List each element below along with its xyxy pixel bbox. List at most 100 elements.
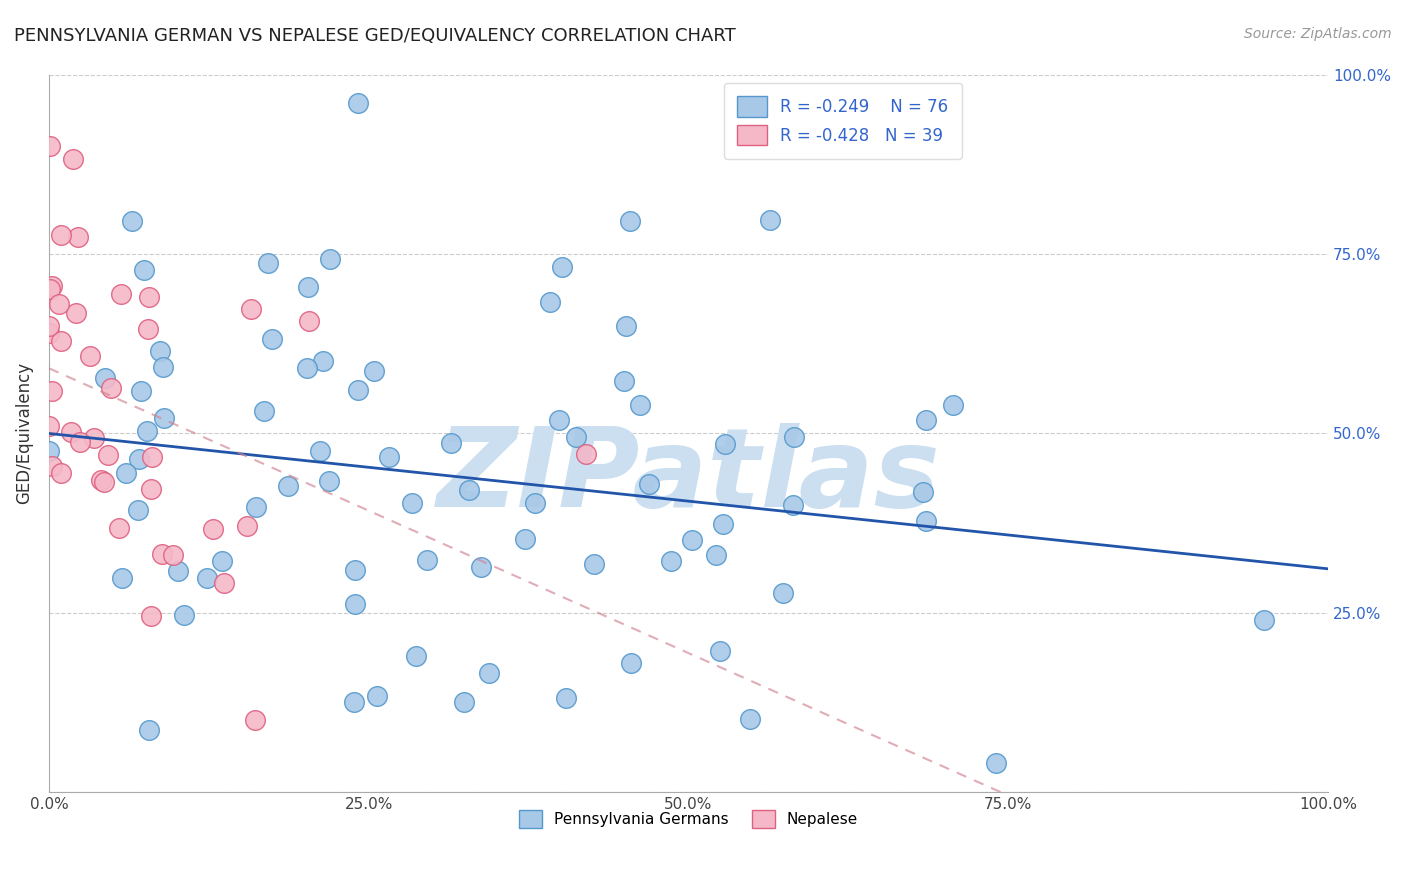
Point <box>628 398 651 412</box>
Point <box>582 558 605 572</box>
Point <box>49 466 72 480</box>
Point <box>565 430 588 444</box>
Point <box>257 256 280 270</box>
Point <box>134 263 156 277</box>
Point <box>41 384 63 398</box>
Point <box>416 552 439 566</box>
Point <box>79 349 101 363</box>
Point <box>915 413 938 427</box>
Point <box>309 444 332 458</box>
Point <box>347 383 370 397</box>
Point <box>548 413 571 427</box>
Point <box>127 502 149 516</box>
Point <box>211 553 233 567</box>
Point <box>38 139 60 153</box>
Point <box>363 364 385 378</box>
Point <box>115 467 138 481</box>
Point <box>1253 613 1275 627</box>
Point <box>162 548 184 562</box>
Point <box>69 434 91 449</box>
Point <box>173 608 195 623</box>
Point <box>298 314 321 328</box>
Point <box>110 287 132 301</box>
Point <box>440 436 463 450</box>
Point <box>38 319 60 334</box>
Point <box>344 598 367 612</box>
Point <box>711 517 734 532</box>
Point <box>60 425 83 439</box>
Point <box>240 302 263 317</box>
Point <box>470 560 492 574</box>
Point <box>138 290 160 304</box>
Text: ZIPatlas: ZIPatlas <box>437 423 941 530</box>
Point <box>141 608 163 623</box>
Point <box>212 576 235 591</box>
Point <box>758 212 780 227</box>
Point <box>681 533 703 547</box>
Point <box>911 485 934 500</box>
Point <box>48 297 70 311</box>
Point <box>111 571 134 585</box>
Point <box>129 384 152 399</box>
Point <box>538 295 561 310</box>
Point <box>405 648 427 663</box>
Point <box>513 533 536 547</box>
Point <box>458 483 481 497</box>
Point <box>782 499 804 513</box>
Point <box>38 444 60 458</box>
Point <box>614 318 637 333</box>
Point <box>236 519 259 533</box>
Point <box>38 418 60 433</box>
Point <box>453 695 475 709</box>
Point <box>478 666 501 681</box>
Point <box>108 521 131 535</box>
Point <box>401 496 423 510</box>
Point <box>783 430 806 444</box>
Point <box>152 411 174 425</box>
Point <box>141 483 163 497</box>
Point <box>619 656 641 670</box>
Point <box>51 334 73 348</box>
Point <box>714 437 737 451</box>
Point <box>93 475 115 489</box>
Point <box>319 252 342 267</box>
Point <box>121 214 143 228</box>
Point <box>65 306 87 320</box>
Point <box>312 353 335 368</box>
Point <box>167 564 190 578</box>
Point <box>128 452 150 467</box>
Point <box>347 96 370 111</box>
Point <box>41 458 63 473</box>
Point <box>318 475 340 489</box>
Point <box>100 381 122 395</box>
Point <box>613 375 636 389</box>
Point <box>195 570 218 584</box>
Point <box>915 514 938 528</box>
Point <box>141 450 163 464</box>
Point <box>740 712 762 726</box>
Point <box>297 361 319 376</box>
Point <box>90 473 112 487</box>
Y-axis label: GED/Equivalency: GED/Equivalency <box>15 362 32 504</box>
Point <box>704 548 727 562</box>
Point <box>343 563 366 577</box>
Point <box>152 359 174 374</box>
Point <box>202 522 225 536</box>
Point <box>67 230 90 244</box>
Point <box>772 586 794 600</box>
Point <box>638 477 661 491</box>
Point <box>245 500 267 515</box>
Point <box>138 723 160 738</box>
Point <box>297 280 319 294</box>
Point <box>366 690 388 704</box>
Point <box>51 227 73 242</box>
Point <box>277 479 299 493</box>
Point <box>97 448 120 462</box>
Point <box>136 322 159 336</box>
Point <box>41 278 63 293</box>
Text: Source: ZipAtlas.com: Source: ZipAtlas.com <box>1244 27 1392 41</box>
Point <box>661 554 683 568</box>
Legend: Pennsylvania Germans, Nepalese: Pennsylvania Germans, Nepalese <box>513 804 865 835</box>
Text: PENNSYLVANIA GERMAN VS NEPALESE GED/EQUIVALENCY CORRELATION CHART: PENNSYLVANIA GERMAN VS NEPALESE GED/EQUI… <box>14 27 735 45</box>
Point <box>523 495 546 509</box>
